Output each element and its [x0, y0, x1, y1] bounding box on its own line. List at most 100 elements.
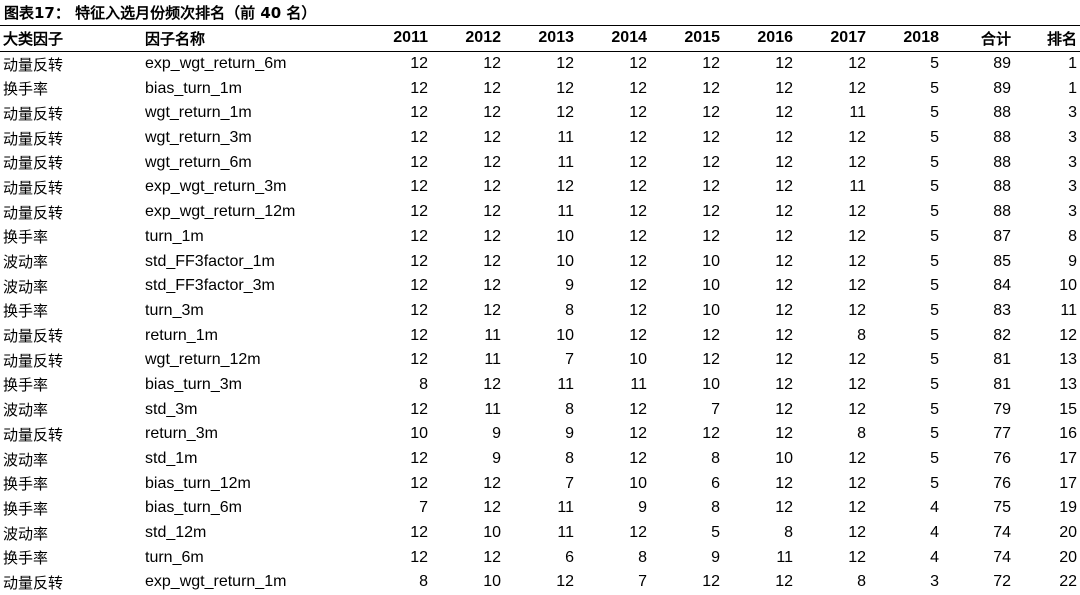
- year-2013-cell: 12: [556, 55, 574, 73]
- total-cell: 82: [993, 326, 1011, 344]
- category-cell: 波动率: [3, 450, 49, 469]
- year-2011-cell: 12: [410, 548, 428, 566]
- year-2016-cell: 12: [775, 474, 793, 492]
- table-row: 换手率 bias_turn_12m 12 12 7 10 6 12 12 5 76 17: [0, 471, 1080, 496]
- year-2014-cell: 10: [629, 351, 647, 369]
- year-2018-cell: 5: [930, 277, 939, 295]
- year-2015-cell: 9: [711, 548, 720, 566]
- year-2018-cell: 5: [930, 474, 939, 492]
- year-2012-cell: 12: [483, 178, 501, 196]
- rank-cell: 9: [1068, 252, 1077, 270]
- year-2011-cell: 12: [410, 79, 428, 97]
- category-cell: 换手率: [3, 475, 49, 494]
- year-2016-cell: 12: [775, 573, 793, 591]
- year-2014-cell: 12: [629, 326, 647, 344]
- table-title: 图表17： 特征入选月份频次排名（前 40 名）: [4, 4, 317, 22]
- category-cell: 动量反转: [3, 104, 64, 123]
- year-2014-cell: 12: [629, 277, 647, 295]
- year-2016-cell: 12: [775, 326, 793, 344]
- total-cell: 88: [993, 129, 1011, 147]
- year-2015-cell: 12: [702, 55, 720, 73]
- year-2011-cell: 12: [410, 153, 428, 171]
- year-2011-cell: 12: [410, 203, 428, 221]
- year-2013-cell: 8: [565, 450, 574, 468]
- year-2013-cell: 12: [556, 178, 574, 196]
- year-2018-cell: 5: [930, 375, 939, 393]
- year-2018-cell: 5: [930, 252, 939, 270]
- year-2015-cell: 12: [702, 573, 720, 591]
- year-2016-cell: 12: [775, 178, 793, 196]
- category-cell: 动量反转: [3, 203, 64, 222]
- total-cell: 81: [993, 351, 1011, 369]
- factor-name-cell: wgt_return_6m: [145, 153, 252, 171]
- year-2017-cell: 12: [848, 79, 866, 97]
- year-2016-cell: 12: [775, 351, 793, 369]
- year-2018-cell: 4: [930, 524, 939, 542]
- year-2012-cell: 11: [484, 400, 501, 418]
- year-2014-cell: 12: [629, 79, 647, 97]
- header-2017: 2017: [793, 26, 866, 52]
- year-2011-cell: 12: [410, 104, 428, 122]
- factor-name-cell: turn_6m: [145, 548, 204, 566]
- year-2017-cell: 12: [848, 301, 866, 319]
- year-2011-cell: 12: [410, 178, 428, 196]
- rank-cell: 8: [1068, 227, 1077, 245]
- year-2013-cell: 7: [565, 351, 574, 369]
- year-2015-cell: 12: [702, 425, 720, 443]
- year-2017-cell: 12: [848, 351, 866, 369]
- year-2014-cell: 12: [629, 425, 647, 443]
- year-2012-cell: 9: [492, 425, 501, 443]
- year-2017-cell: 12: [848, 227, 866, 245]
- header-category: 大类因子: [0, 26, 145, 52]
- year-2014-cell: 12: [629, 400, 647, 418]
- year-2017-cell: 8: [857, 573, 866, 591]
- year-2015-cell: 7: [711, 400, 720, 418]
- year-2012-cell: 9: [492, 450, 501, 468]
- factor-name-cell: wgt_return_12m: [145, 351, 261, 369]
- year-2012-cell: 11: [484, 351, 501, 369]
- category-cell: 动量反转: [3, 129, 64, 148]
- year-2011-cell: 12: [410, 450, 428, 468]
- year-2017-cell: 12: [848, 524, 866, 542]
- category-cell: 动量反转: [3, 327, 64, 346]
- table-row: 波动率 std_FF3factor_3m 12 12 9 12 10 12 12 5 84 10: [0, 274, 1080, 299]
- year-2015-cell: 5: [711, 524, 720, 542]
- rank-cell: 10: [1059, 277, 1077, 295]
- total-cell: 76: [993, 474, 1011, 492]
- total-cell: 72: [993, 573, 1011, 591]
- title-divider: [0, 25, 1080, 26]
- rank-cell: 1: [1068, 79, 1077, 97]
- year-2016-cell: 12: [775, 129, 793, 147]
- header-factor-name: 因子名称: [145, 26, 360, 52]
- year-2015-cell: 10: [702, 252, 720, 270]
- rank-cell: 20: [1059, 524, 1077, 542]
- category-cell: 波动率: [3, 524, 49, 543]
- rank-cell: 3: [1068, 129, 1077, 147]
- table-row: 动量反转 exp_wgt_return_6m 12 12 12 12 12 12 12 5 89 1: [0, 51, 1080, 76]
- year-2014-cell: 11: [630, 375, 647, 393]
- year-2012-cell: 12: [483, 104, 501, 122]
- header-2014: 2014: [574, 26, 647, 52]
- year-2018-cell: 5: [930, 351, 939, 369]
- year-2011-cell: 8: [419, 375, 428, 393]
- year-2012-cell: 12: [483, 203, 501, 221]
- year-2013-cell: 8: [565, 301, 574, 319]
- year-2011-cell: 7: [419, 499, 428, 517]
- year-2015-cell: 12: [702, 227, 720, 245]
- rank-cell: 19: [1059, 499, 1077, 517]
- factor-name-cell: std_1m: [145, 450, 198, 468]
- year-2013-cell: 8: [565, 400, 574, 418]
- factor-name-cell: wgt_return_3m: [145, 129, 252, 147]
- year-2015-cell: 10: [702, 375, 720, 393]
- year-2011-cell: 12: [410, 277, 428, 295]
- rank-cell: 3: [1068, 203, 1077, 221]
- year-2017-cell: 12: [848, 55, 866, 73]
- year-2011-cell: 10: [410, 425, 428, 443]
- year-2013-cell: 11: [557, 524, 574, 542]
- header-2013: 2013: [501, 26, 574, 52]
- table-row: 换手率 turn_1m 12 12 10 12 12 12 12 5 87 8: [0, 225, 1080, 250]
- table-row: 波动率 std_FF3factor_1m 12 12 10 12 10 12 12 5 85 9: [0, 249, 1080, 274]
- year-2018-cell: 5: [930, 104, 939, 122]
- year-2012-cell: 12: [483, 375, 501, 393]
- year-2018-cell: 5: [930, 227, 939, 245]
